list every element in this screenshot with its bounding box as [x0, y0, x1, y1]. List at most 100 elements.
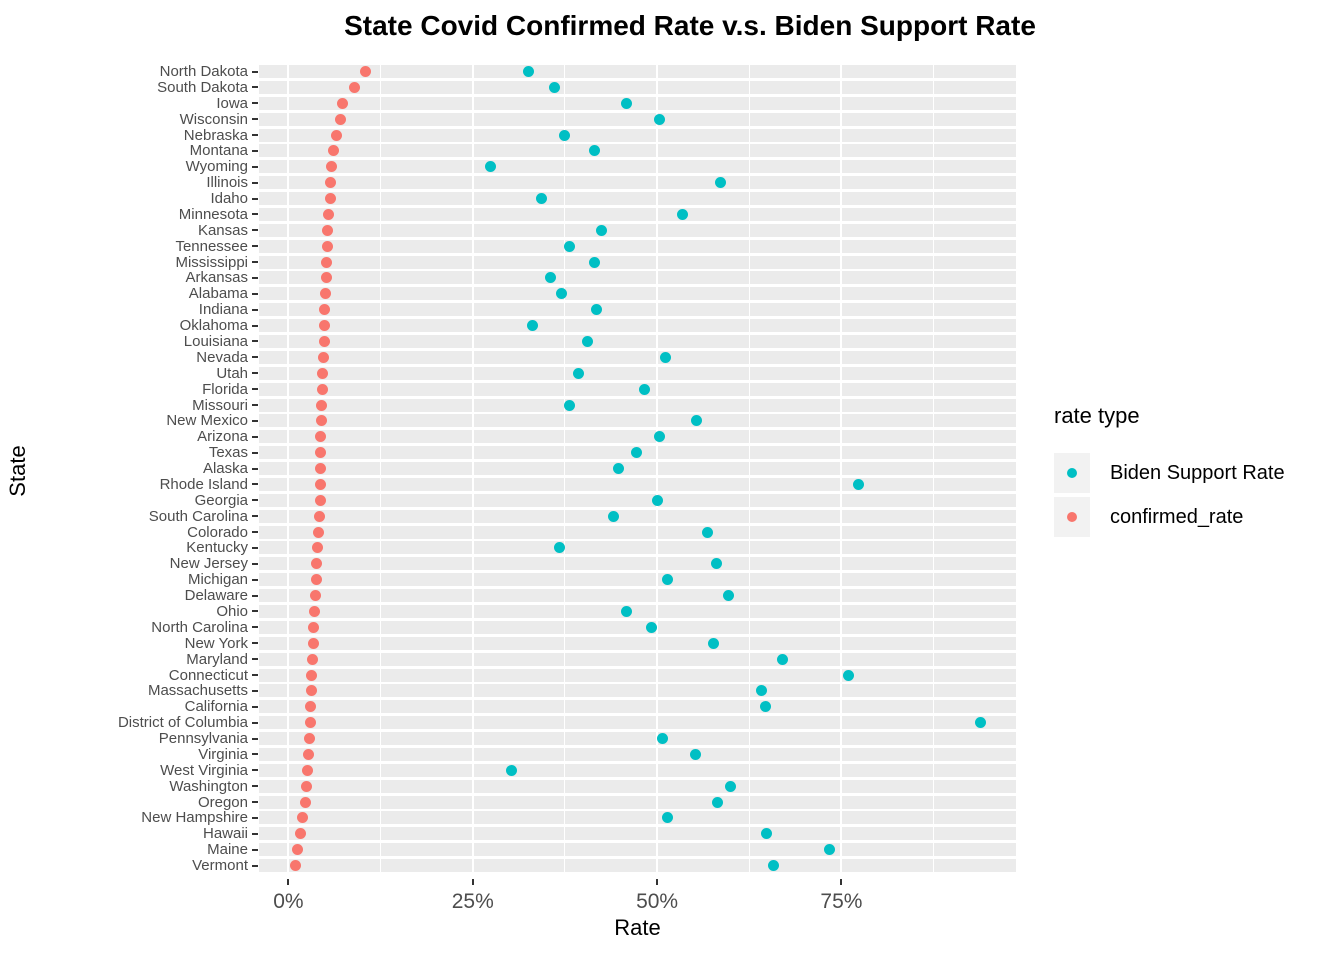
x-axis-tick-label: 25% — [451, 890, 494, 913]
confirmed-rate-point — [315, 415, 327, 427]
category-band — [259, 65, 1016, 78]
y-axis-tick — [252, 562, 258, 565]
category-band — [259, 493, 1016, 507]
legend-key-swatch — [1054, 453, 1090, 493]
y-axis-tick — [252, 832, 258, 835]
confirmed-rate-point — [327, 145, 339, 157]
confirmed-rate-point — [305, 701, 317, 713]
biden-support-rate-point — [595, 224, 607, 236]
confirmed-rate-point — [308, 621, 320, 633]
biden-support-rate-point — [723, 590, 735, 602]
confirmed-rate-point — [310, 574, 322, 586]
category-band — [259, 462, 1016, 476]
biden-support-rate-point — [588, 256, 600, 268]
category-band — [259, 620, 1016, 634]
y-axis-tick — [252, 515, 258, 518]
confirmed-rate-point — [321, 256, 333, 268]
major-gridline — [840, 59, 843, 879]
y-axis-tick — [252, 801, 258, 804]
y-axis-title: State — [5, 445, 30, 497]
biden-support-rate-point — [558, 129, 570, 141]
biden-support-rate-point — [852, 478, 864, 490]
category-band — [259, 303, 1016, 317]
y-axis-tick — [252, 674, 258, 677]
biden-support-rate-point — [612, 463, 624, 475]
y-axis-label: North Dakota — [159, 63, 248, 80]
category-band — [259, 589, 1016, 603]
y-axis-tick — [252, 594, 258, 597]
x-axis-tick — [840, 879, 843, 885]
biden-support-rate-point — [630, 447, 642, 459]
confirmed-rate-point — [330, 129, 342, 141]
y-axis-label: Massachusetts — [147, 682, 248, 700]
y-axis-label: Arkansas — [185, 269, 248, 287]
y-axis-label: Kansas — [197, 221, 248, 239]
biden-support-rate-point — [761, 828, 773, 840]
biden-support-rate-point — [715, 177, 727, 189]
category-band — [259, 477, 1016, 491]
y-axis-label: Missouri — [192, 396, 248, 414]
y-axis-tick — [252, 229, 258, 232]
category-band — [259, 541, 1016, 555]
confirmed-rate-point — [307, 637, 319, 649]
category-band — [259, 112, 1016, 126]
category-band — [259, 779, 1016, 793]
confirmed-rate-point — [334, 113, 346, 125]
major-gridline — [656, 59, 659, 879]
confirmed-rate-dot-icon — [1067, 512, 1077, 522]
confirmed-rate-point — [323, 208, 335, 220]
confirmed-rate-point — [320, 288, 332, 300]
y-axis-label: Indiana — [198, 301, 248, 319]
category-band — [259, 144, 1016, 158]
y-axis-label: New York — [184, 634, 248, 652]
y-axis-label: Vermont — [192, 857, 248, 875]
y-axis-tick — [252, 467, 258, 470]
y-axis-label: New Hampshire — [141, 809, 248, 827]
y-axis-tick — [252, 181, 258, 184]
y-axis-tick — [252, 658, 258, 661]
biden-support-rate-point — [676, 208, 688, 220]
y-axis-label: Arizona — [197, 428, 248, 446]
confirmed-rate-point — [302, 764, 314, 776]
y-axis-tick — [252, 213, 258, 216]
y-axis-label: Alaska — [202, 460, 248, 478]
biden-support-rate-point — [620, 605, 632, 617]
category-band — [259, 287, 1016, 301]
category-band — [259, 763, 1016, 777]
confirmed-rate-point — [304, 717, 316, 729]
confirmed-rate-point — [359, 66, 371, 77]
y-axis-tick — [252, 70, 258, 73]
y-axis-tick — [252, 292, 258, 295]
confirmed-rate-point — [296, 812, 308, 824]
y-axis-tick — [252, 165, 258, 168]
legend-entry-confirmed-rate: confirmed_rate — [1054, 495, 1285, 539]
category-band — [259, 319, 1016, 333]
confirmed-rate-point — [316, 399, 328, 411]
biden-support-rate-point — [661, 812, 673, 824]
confirmed-rate-point — [314, 463, 326, 475]
category-band — [259, 382, 1016, 396]
biden-support-rate-point — [659, 351, 671, 363]
y-axis-tick — [252, 848, 258, 851]
y-axis-tick — [252, 86, 258, 89]
category-band — [259, 160, 1016, 174]
category-band — [259, 207, 1016, 221]
category-band — [259, 414, 1016, 428]
y-axis-tick — [252, 546, 258, 549]
y-axis-label: Louisiana — [183, 332, 248, 350]
biden-support-rate-point — [549, 81, 561, 93]
y-axis-tick — [252, 689, 258, 692]
y-axis-label: North Carolina — [151, 618, 248, 636]
biden-support-rate-point — [572, 367, 584, 379]
biden-support-rate-point — [545, 272, 557, 284]
confirmed-rate-point — [309, 605, 321, 617]
y-axis-label: Connecticut — [168, 666, 248, 684]
y-axis-label: Wisconsin — [179, 110, 248, 128]
biden-support-rate-point — [484, 161, 496, 173]
y-axis-tick — [252, 705, 258, 708]
y-axis-label: Washington — [169, 777, 248, 795]
category-band — [259, 604, 1016, 618]
biden-support-rate-point — [824, 844, 836, 856]
y-axis-label: Michigan — [187, 571, 248, 589]
category-band — [259, 859, 1016, 873]
